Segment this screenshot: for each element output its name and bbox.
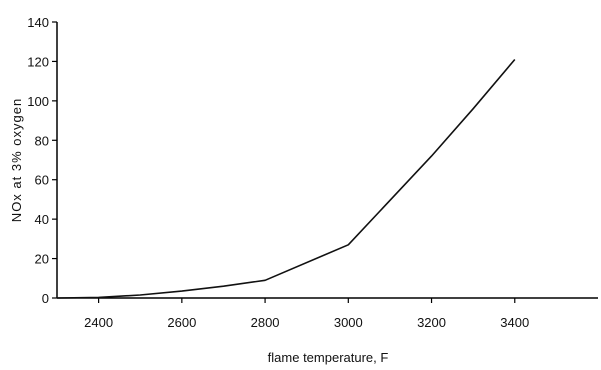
y-ticks: 0 20 40 60 80 100 120 140 [27, 15, 57, 306]
y-tick-label: 120 [27, 54, 49, 69]
y-axis-title: NOx at 3% oxygen [9, 98, 24, 222]
y-tick-label: 0 [42, 291, 49, 306]
y-tick-label: 80 [35, 133, 49, 148]
y-tick-label: 40 [35, 212, 49, 227]
x-ticks: 2400 2600 2800 3000 3200 3400 [84, 298, 529, 330]
y-tick-label: 100 [27, 94, 49, 109]
x-axis-title: flame temperature, F [268, 350, 389, 365]
y-tick-label: 140 [27, 15, 49, 30]
x-tick-label: 2600 [167, 315, 196, 330]
x-tick-label: 2800 [251, 315, 280, 330]
x-tick-label: 3200 [417, 315, 446, 330]
x-tick-label: 3400 [500, 315, 529, 330]
series-line [56, 58, 516, 299]
series-layer [56, 58, 516, 299]
y-tick-label: 20 [35, 252, 49, 267]
y-tick-label: 60 [35, 173, 49, 188]
x-tick-label: 2400 [84, 315, 113, 330]
axes [56, 22, 598, 299]
x-tick-label: 3000 [334, 315, 363, 330]
